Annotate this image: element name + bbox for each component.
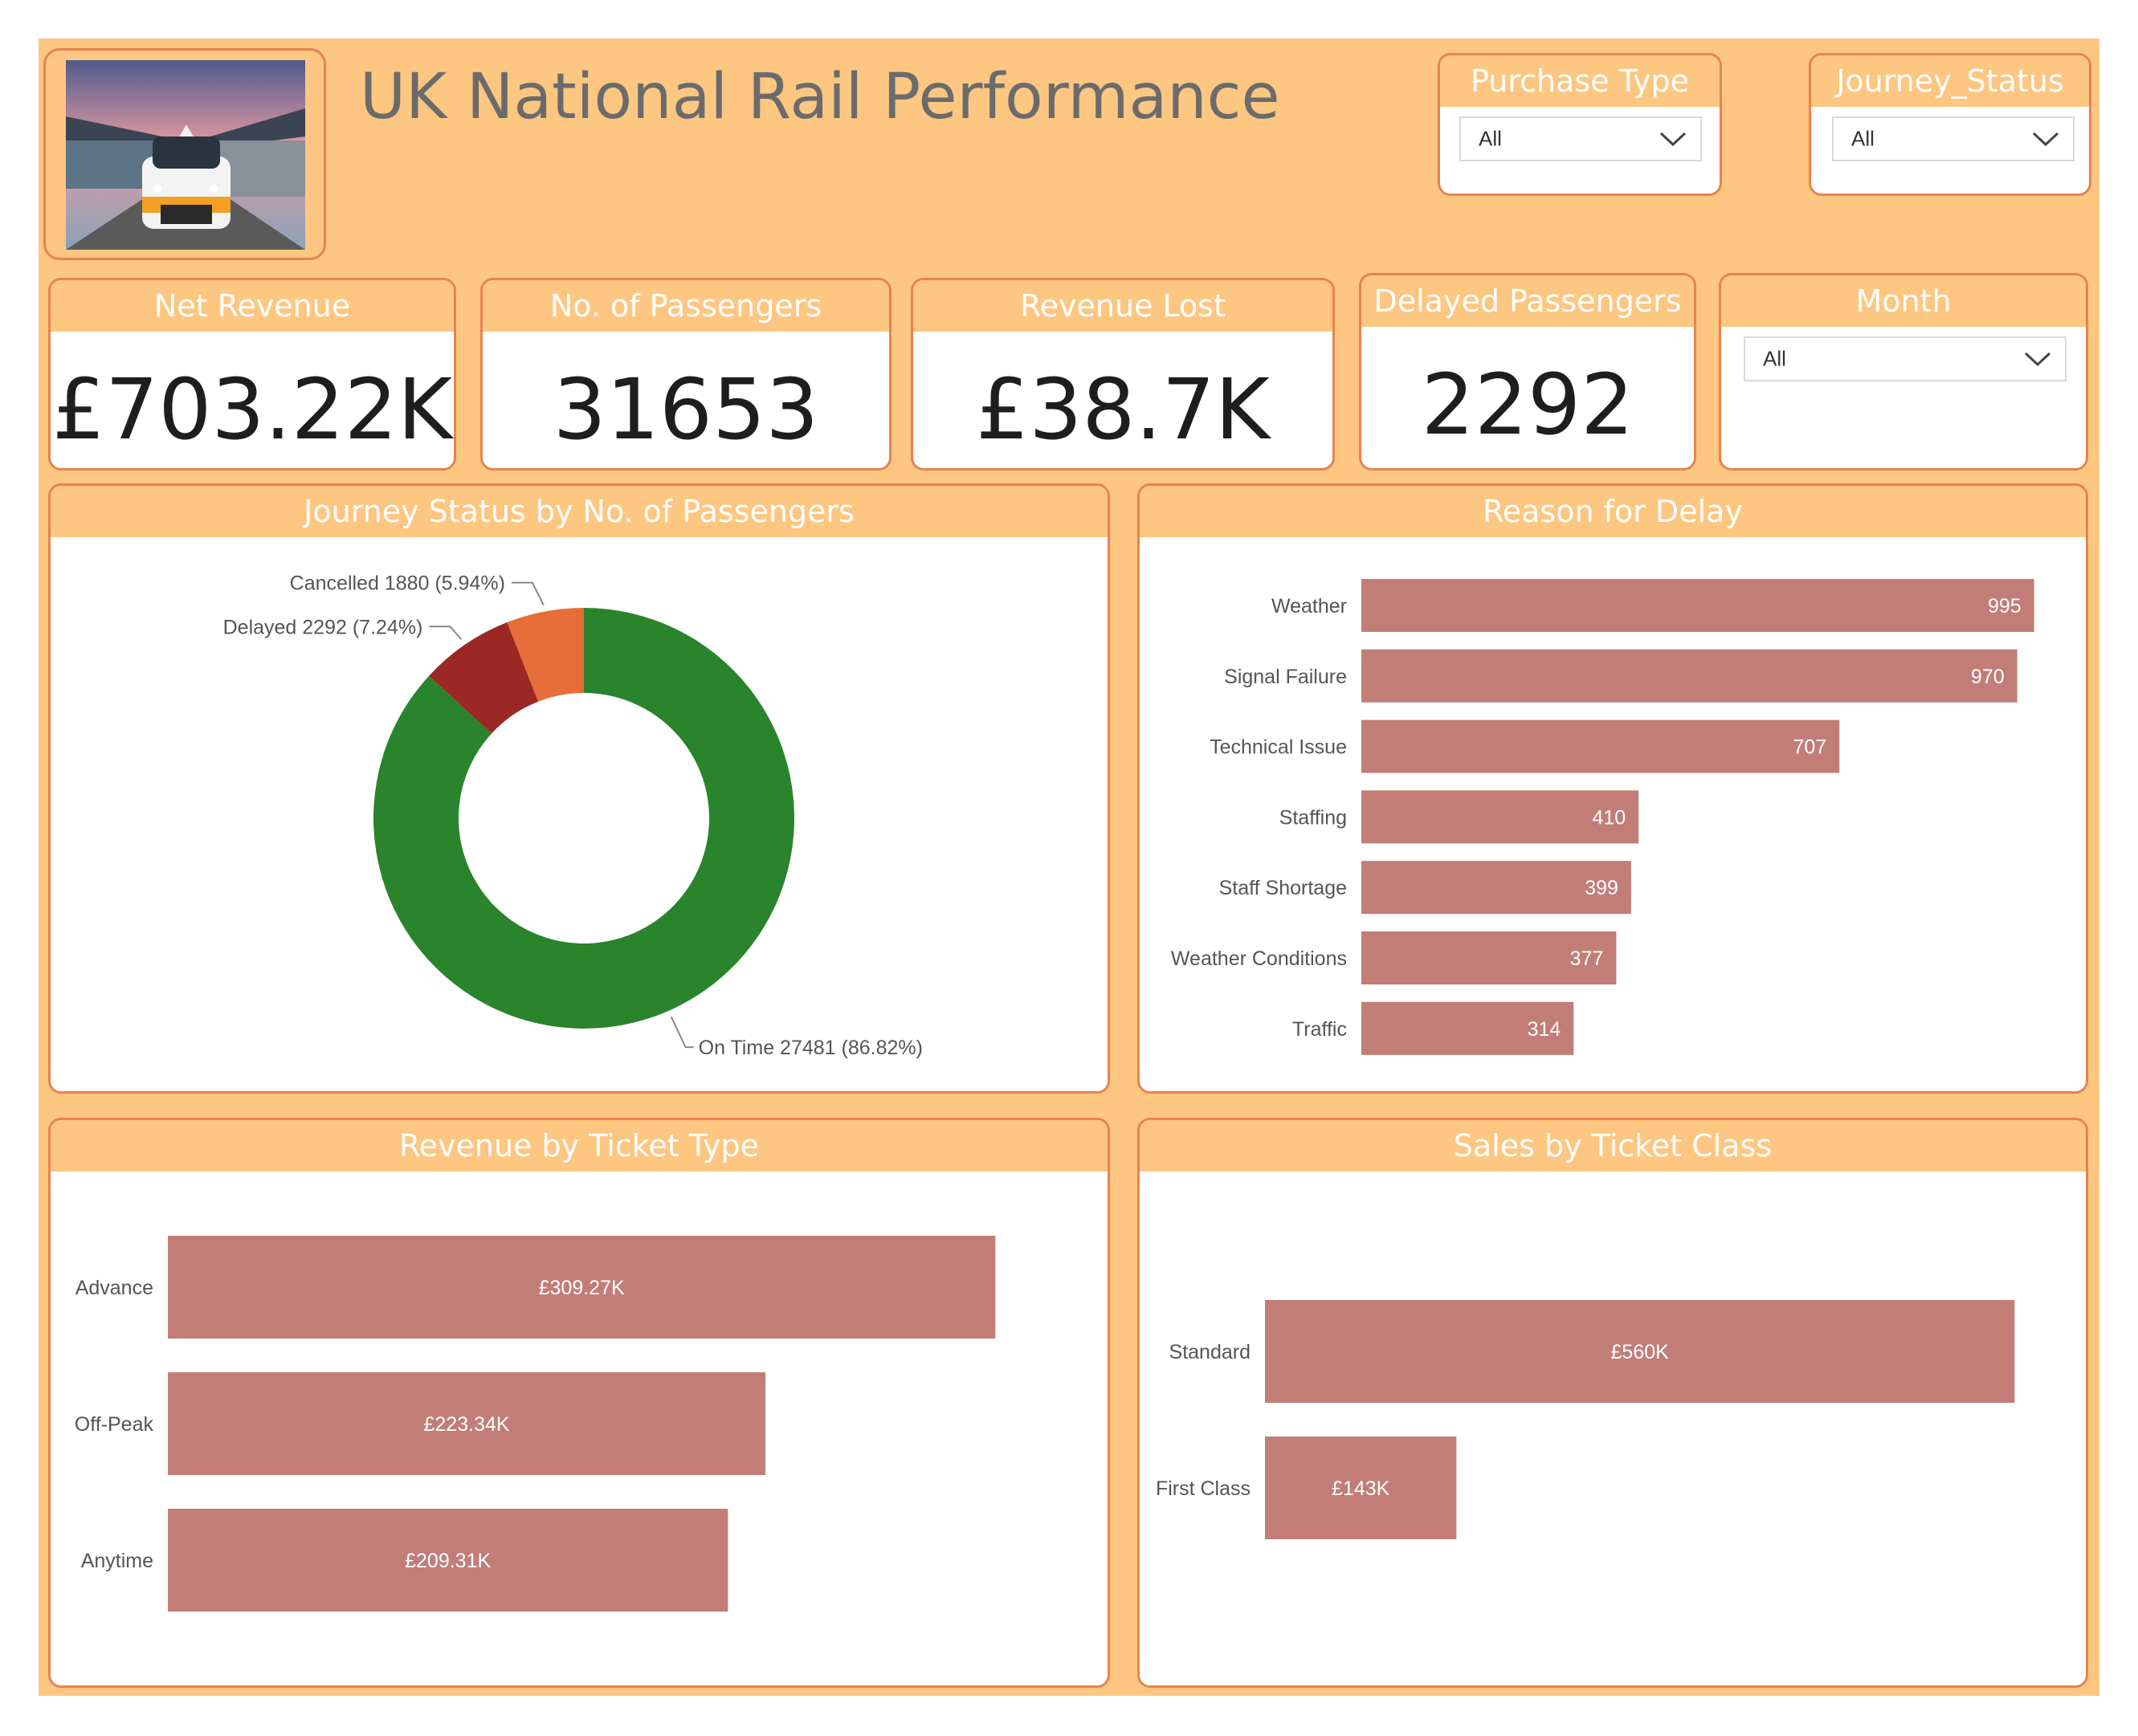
purchase-type-filter: Purchase Type All [1438, 53, 1722, 196]
value-label-staffing: 410 [1592, 806, 1626, 829]
journey-status-value: All [1851, 126, 1875, 151]
bar-anytime [168, 1509, 728, 1612]
category-label-first-class: First Class [1156, 1477, 1251, 1500]
train-photo [66, 60, 305, 250]
bar-off-peak [168, 1372, 766, 1475]
page-title: UK National Rail Performance [360, 61, 1280, 133]
month-value: All [1763, 346, 1786, 371]
value-label-weather-conditions: 377 [1570, 947, 1604, 970]
value-label-advance: £309.27K [539, 1277, 625, 1299]
donut-label-cancelled: Cancelled 1880 (5.94%) [290, 573, 505, 595]
bar-advance [168, 1236, 996, 1339]
value-label-weather: 995 [1988, 595, 2022, 617]
category-label-signal-failure: Signal Failure [1224, 666, 1347, 688]
revenue-by-ticket-type-bar-chart: Advance £309.27K Off-Peak £223.34K Anytime £2… [75, 1236, 996, 1612]
category-label-technical-issue: Technical Issue [1210, 736, 1347, 759]
bar-traffic [1361, 1001, 1574, 1055]
month-label: Month [1721, 275, 2086, 327]
kpi-delayed-passengers-label: Delayed Passengers [1361, 275, 1694, 327]
kpi-delayed-passengers-value: 2292 [1421, 356, 1634, 454]
journey-status-label: Journey_Status [1811, 55, 2089, 107]
donut-label-delayed: Delayed 2292 (7.24%) [223, 616, 423, 638]
chevron-down-icon [2032, 132, 2059, 147]
kpi-net-revenue-label: Net Revenue [51, 280, 454, 332]
donut-slice-cancelled [507, 608, 584, 702]
journey-status-filter: Journey_Status All [1809, 53, 2091, 196]
leader-line-on-time [670, 1016, 694, 1049]
bar-weather-conditions [1361, 931, 1617, 984]
sales-by-ticket-class-card: Sales by Ticket Class Standard £560K First… [1137, 1118, 2088, 1688]
category-label-off-peak: Off-Peak [75, 1413, 154, 1436]
category-label-staff-shortage: Staff Shortage [1219, 877, 1347, 899]
kpi-revenue-lost-label: Revenue Lost [913, 280, 1332, 332]
chevron-down-icon [1659, 132, 1687, 147]
kpi-net-revenue: Net Revenue £703.22K [48, 278, 456, 471]
sales-by-ticket-class-title: Sales by Ticket Class [1140, 1120, 2086, 1172]
train-image-card [43, 48, 326, 260]
journey-status-dropdown[interactable]: All [1832, 116, 2075, 161]
reason-for-delay-title: Reason for Delay [1140, 486, 2086, 537]
purchase-type-value: All [1479, 126, 1502, 151]
chevron-down-icon [2024, 352, 2051, 367]
value-label-anytime: £209.31K [405, 1550, 491, 1572]
kpi-delayed-passengers: Delayed Passengers 2292 [1359, 273, 1696, 471]
journey-status-chart-title: Journey Status by No. of Passengers [51, 486, 1108, 537]
reason-for-delay-bar-chart: Weather 995 Signal Failure 970 Technical Iss… [1171, 579, 2034, 1055]
value-label-standard: £560K [1611, 1341, 1670, 1363]
kpi-passengers-value: 31653 [553, 361, 819, 458]
bar-standard [1265, 1300, 2015, 1403]
category-label-traffic: Traffic [1292, 1018, 1347, 1041]
donut-slice-delayed [428, 622, 539, 734]
category-label-standard: Standard [1169, 1341, 1251, 1363]
month-dropdown[interactable]: All [1744, 336, 2067, 381]
category-label-weather: Weather [1271, 595, 1347, 617]
month-filter: Month All [1719, 273, 2088, 471]
journey-status-donut-chart: On Time 27481 (86.82%) Delayed 2292 (7.24… [223, 573, 923, 1059]
category-label-staffing: Staffing [1279, 806, 1347, 829]
donut-slice-on-time [373, 608, 795, 1029]
purchase-type-label: Purchase Type [1440, 55, 1720, 107]
leader-line-cancelled [511, 581, 545, 606]
journey-status-card: Journey Status by No. of Passengers On T… [48, 483, 1110, 1094]
sales-by-ticket-class-bar-chart: Standard £560K First Class £143K [1156, 1300, 2015, 1539]
value-label-technical-issue: 707 [1793, 736, 1827, 759]
value-label-signal-failure: 970 [1971, 666, 2005, 688]
revenue-by-ticket-type-title: Revenue by Ticket Type [51, 1120, 1108, 1172]
bar-staffing [1361, 790, 1639, 844]
category-label-advance: Advance [75, 1277, 153, 1299]
kpi-revenue-lost-value: £38.7K [976, 361, 1270, 458]
category-label-weather-conditions: Weather Conditions [1171, 947, 1347, 970]
bar-technical-issue [1361, 719, 1840, 773]
purchase-type-dropdown[interactable]: All [1459, 116, 1702, 161]
kpi-passengers-label: No. of Passengers [483, 280, 889, 332]
leader-line-delayed [429, 626, 463, 640]
value-label-off-peak: £223.34K [423, 1413, 509, 1436]
kpi-passengers: No. of Passengers 31653 [480, 278, 892, 471]
revenue-by-ticket-type-card: Revenue by Ticket Type Advance £309.27K Of… [48, 1118, 1110, 1688]
bar-first-class [1265, 1436, 1457, 1539]
value-label-staff-shortage: 399 [1585, 877, 1618, 899]
bar-staff-shortage [1361, 861, 1631, 915]
category-label-anytime: Anytime [81, 1550, 153, 1572]
bar-weather [1361, 579, 2034, 632]
donut-label-on-time: On Time 27481 (86.82%) [699, 1037, 923, 1059]
kpi-net-revenue-value: £703.22K [51, 361, 453, 458]
reason-for-delay-card: Reason for Delay Weather 995 Signal Failur… [1137, 483, 2088, 1094]
kpi-revenue-lost: Revenue Lost £38.7K [911, 278, 1335, 471]
bar-signal-failure [1361, 649, 2018, 703]
value-label-first-class: £143K [1332, 1477, 1390, 1500]
value-label-traffic: 314 [1528, 1018, 1561, 1041]
